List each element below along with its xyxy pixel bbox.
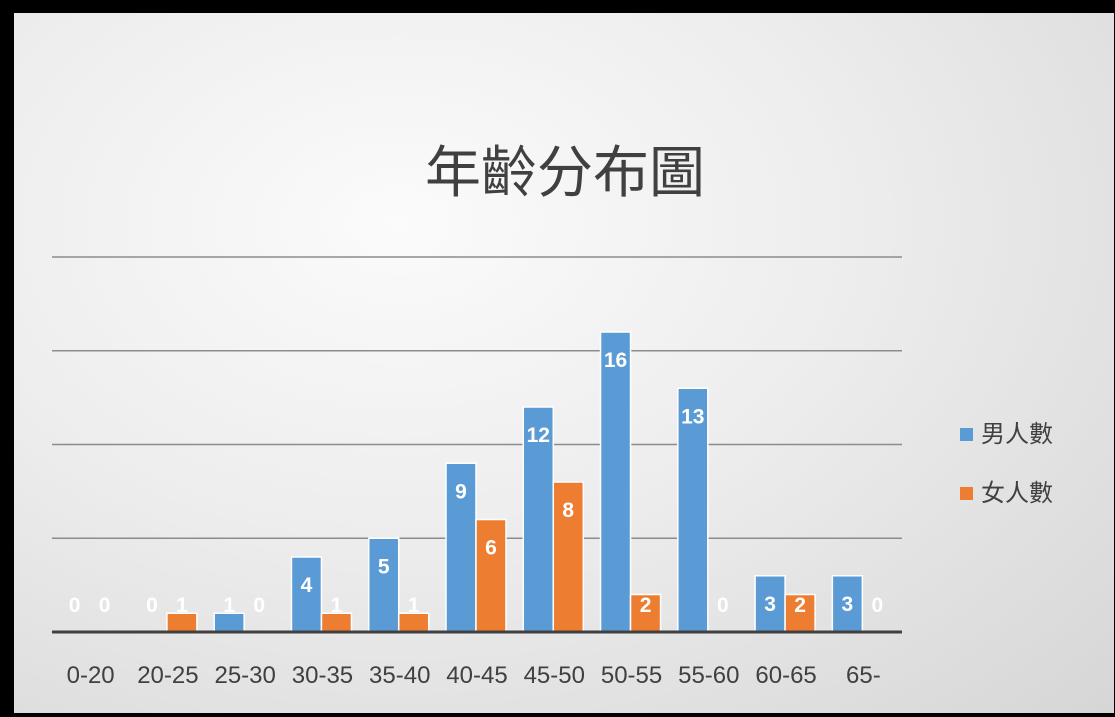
bars: [166, 331, 864, 633]
x-axis-ticks: 0-20 20-25 25-30 30-35 35-40 40-45 45-50 50-55 5…: [67, 662, 881, 689]
x-tick-label: 0-20: [67, 662, 115, 689]
x-tick-label: 65-: [846, 662, 881, 689]
data-label: 0: [872, 594, 884, 617]
data-label: 6: [485, 537, 497, 560]
bar-male: [367, 537, 400, 633]
data-label: 0: [99, 594, 111, 617]
data-label: 1: [331, 594, 343, 617]
x-tick-label: 30-35: [292, 662, 353, 689]
data-label: 8: [562, 499, 574, 522]
legend-label-female: 女人數: [981, 479, 1053, 507]
bar-female: [629, 593, 662, 633]
data-label: 4: [301, 574, 313, 597]
data-label: 0: [69, 594, 81, 617]
x-tick-label: 40-45: [446, 662, 507, 689]
bar-female: [475, 518, 507, 633]
data-label: 16: [604, 349, 627, 372]
x-tick-label: 45-50: [524, 662, 585, 689]
legend-swatch-male: [960, 428, 973, 441]
chart-title: 年齡分布圖: [425, 141, 705, 206]
x-tick-label: 60-65: [755, 662, 816, 689]
data-label: 2: [794, 594, 806, 617]
x-tick-label: 35-40: [369, 662, 430, 689]
bar-male: [677, 387, 709, 633]
data-label: 0: [253, 594, 265, 617]
bar-male: [599, 331, 632, 633]
data-label: 1: [176, 594, 188, 617]
data-label: 1: [223, 594, 235, 617]
data-label: 12: [527, 424, 550, 447]
legend-swatch-female: [960, 487, 973, 500]
data-label: 2: [640, 594, 652, 617]
x-tick-label: 50-55: [601, 662, 662, 689]
legend-label-male: 男人數: [981, 420, 1053, 448]
bar-male: [831, 575, 864, 633]
bar-male: [522, 406, 555, 633]
bar-male: [445, 462, 477, 633]
data-label: 3: [842, 593, 854, 616]
data-label: 5: [378, 555, 390, 578]
data-label: 0: [717, 594, 729, 617]
data-label: 1: [408, 594, 420, 617]
gridlines: [52, 256, 902, 539]
data-label: 9: [455, 480, 467, 503]
x-tick-label: 20-25: [137, 662, 198, 689]
data-label: 0: [146, 594, 158, 617]
data-label: 13: [681, 405, 704, 428]
data-label: 3: [764, 593, 776, 616]
x-tick-label: 55-60: [678, 662, 739, 689]
bar-female: [784, 593, 816, 633]
x-tick-label: 25-30: [214, 662, 275, 689]
